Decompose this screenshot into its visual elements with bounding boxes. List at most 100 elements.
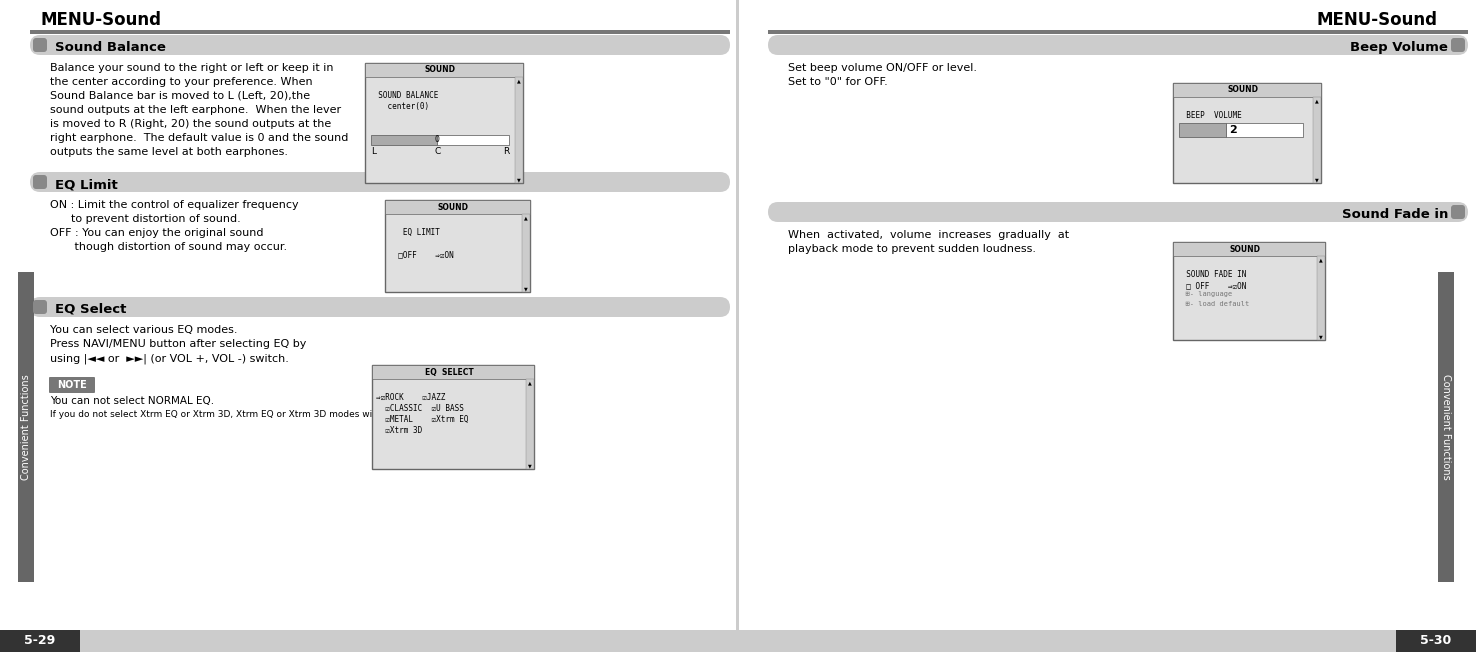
Text: OFF : You can enjoy the original sound: OFF : You can enjoy the original sound xyxy=(50,228,264,238)
FancyBboxPatch shape xyxy=(32,38,47,52)
Text: though distortion of sound may occur.: though distortion of sound may occur. xyxy=(50,242,288,252)
Text: EQ Limit: EQ Limit xyxy=(55,178,118,191)
Bar xyxy=(365,63,523,183)
Text: playback mode to prevent sudden loudness.: playback mode to prevent sudden loudness… xyxy=(788,244,1036,254)
Bar xyxy=(385,200,530,214)
FancyBboxPatch shape xyxy=(1451,38,1466,52)
FancyBboxPatch shape xyxy=(768,202,1469,222)
FancyBboxPatch shape xyxy=(30,297,731,317)
Bar xyxy=(385,200,530,292)
Text: ON : Limit the control of equalizer frequency: ON : Limit the control of equalizer freq… xyxy=(50,200,298,210)
FancyBboxPatch shape xyxy=(30,172,731,192)
Text: ⇒☑ROCK    ☑JAZZ: ⇒☑ROCK ☑JAZZ xyxy=(376,393,446,402)
Bar xyxy=(1438,272,1454,582)
Text: 2: 2 xyxy=(1230,125,1237,135)
Text: 5-29: 5-29 xyxy=(25,634,56,647)
Text: If you do not select Xtrm EQ or Xtrm 3D, Xtrm EQ or Xtrm 3D modes will not be av: If you do not select Xtrm EQ or Xtrm 3D,… xyxy=(50,410,533,419)
Text: ▲: ▲ xyxy=(1320,257,1322,262)
Bar xyxy=(525,379,534,469)
Text: You can not select NORMAL EQ.: You can not select NORMAL EQ. xyxy=(50,396,214,406)
Bar xyxy=(1317,256,1325,340)
Text: Convenient Functions: Convenient Functions xyxy=(21,374,31,480)
Text: ▲: ▲ xyxy=(1315,98,1320,103)
Text: MENU-Sound: MENU-Sound xyxy=(1317,11,1438,29)
Bar xyxy=(370,135,437,145)
Text: ⊞- load default: ⊞- load default xyxy=(1176,132,1249,138)
Bar xyxy=(0,630,80,652)
FancyBboxPatch shape xyxy=(1451,205,1466,219)
Text: Balance your sound to the right or left or keep it in: Balance your sound to the right or left … xyxy=(50,63,334,73)
Bar xyxy=(18,272,34,582)
Text: Beep Volume: Beep Volume xyxy=(1351,41,1448,54)
Text: is moved to R (Right, 20) the sound outputs at the: is moved to R (Right, 20) the sound outp… xyxy=(50,119,331,129)
Text: SOUND: SOUND xyxy=(1228,85,1259,95)
Bar xyxy=(737,0,739,652)
Text: ☑CLASSIC  ☑U BASS: ☑CLASSIC ☑U BASS xyxy=(376,404,463,413)
Text: ☑METAL    ☑Xtrm EQ: ☑METAL ☑Xtrm EQ xyxy=(376,415,468,424)
Bar xyxy=(372,365,534,469)
Bar xyxy=(437,135,509,145)
Text: R: R xyxy=(503,147,509,156)
Text: Set beep volume ON/OFF or level.: Set beep volume ON/OFF or level. xyxy=(788,63,977,73)
Text: Press NAVI/MENU button after selecting EQ by: Press NAVI/MENU button after selecting E… xyxy=(50,339,307,349)
Text: ▼: ▼ xyxy=(528,463,531,468)
Text: using |◄◄ or  ►►| (or VOL +, VOL -) switch.: using |◄◄ or ►►| (or VOL +, VOL -) switc… xyxy=(50,353,289,364)
Text: C: C xyxy=(434,147,440,156)
Text: ▼: ▼ xyxy=(517,177,521,182)
Bar xyxy=(1173,83,1321,183)
Text: MENU-Sound: MENU-Sound xyxy=(40,11,161,29)
FancyBboxPatch shape xyxy=(768,35,1469,55)
Bar xyxy=(372,365,534,379)
Text: ▲: ▲ xyxy=(524,215,528,220)
Text: EQ  SELECT: EQ SELECT xyxy=(425,368,474,376)
Text: EQ LIMIT: EQ LIMIT xyxy=(390,228,440,237)
Bar xyxy=(738,630,1476,652)
Text: ▲: ▲ xyxy=(528,380,531,385)
Text: SOUND: SOUND xyxy=(438,203,469,211)
FancyBboxPatch shape xyxy=(32,175,47,189)
Text: Convenient Functions: Convenient Functions xyxy=(1441,374,1451,480)
Text: the center according to your preference. When: the center according to your preference.… xyxy=(50,77,313,87)
Text: SOUND FADE IN: SOUND FADE IN xyxy=(1176,270,1246,279)
Text: BEEP  VOLUME: BEEP VOLUME xyxy=(1176,111,1241,120)
Text: SOUND: SOUND xyxy=(1230,244,1261,254)
Text: You can select various EQ modes.: You can select various EQ modes. xyxy=(50,325,238,335)
Text: Set to "0" for OFF.: Set to "0" for OFF. xyxy=(788,77,887,87)
Bar xyxy=(0,630,738,652)
Text: ⊞- load default: ⊞- load default xyxy=(1176,301,1249,307)
Bar xyxy=(1173,242,1325,340)
Text: L: L xyxy=(370,147,376,156)
Bar xyxy=(1173,83,1321,97)
Text: right earphone.  The default value is 0 and the sound: right earphone. The default value is 0 a… xyxy=(50,133,348,143)
Bar xyxy=(768,30,1469,34)
Bar xyxy=(1314,97,1321,183)
Text: ⊞- language: ⊞- language xyxy=(1176,291,1232,297)
Text: SOUND BALANCE: SOUND BALANCE xyxy=(369,91,438,100)
Bar xyxy=(1179,123,1227,137)
FancyBboxPatch shape xyxy=(30,35,731,55)
Bar xyxy=(1173,242,1325,256)
Bar xyxy=(523,214,530,292)
Text: □ OFF    ⇒☑ON: □ OFF ⇒☑ON xyxy=(1176,281,1246,290)
FancyBboxPatch shape xyxy=(32,300,47,314)
Bar xyxy=(30,30,731,34)
Text: NOTE: NOTE xyxy=(58,380,87,390)
Text: center(0): center(0) xyxy=(369,102,430,111)
Text: Sound Fade in: Sound Fade in xyxy=(1342,208,1448,221)
Bar xyxy=(1227,123,1303,137)
Text: Sound Balance: Sound Balance xyxy=(55,41,165,54)
Text: SOUND: SOUND xyxy=(425,65,456,74)
Text: sound outputs at the left earphone.  When the lever: sound outputs at the left earphone. When… xyxy=(50,105,341,115)
Text: Sound Balance bar is moved to L (Left, 20),the: Sound Balance bar is moved to L (Left, 2… xyxy=(50,91,310,101)
Text: ▼: ▼ xyxy=(1315,177,1320,182)
Text: □OFF    ⇒☑ON: □OFF ⇒☑ON xyxy=(390,250,453,259)
Text: When  activated,  volume  increases  gradually  at: When activated, volume increases gradual… xyxy=(788,230,1069,240)
Text: ▼: ▼ xyxy=(524,286,528,291)
Bar xyxy=(365,63,523,77)
Text: ▼: ▼ xyxy=(1320,334,1322,339)
Text: ☑Xtrm 3D: ☑Xtrm 3D xyxy=(376,426,422,435)
Bar xyxy=(1396,630,1476,652)
Text: 0: 0 xyxy=(435,136,440,145)
Text: outputs the same level at both earphones.: outputs the same level at both earphones… xyxy=(50,147,288,157)
FancyBboxPatch shape xyxy=(49,377,94,393)
